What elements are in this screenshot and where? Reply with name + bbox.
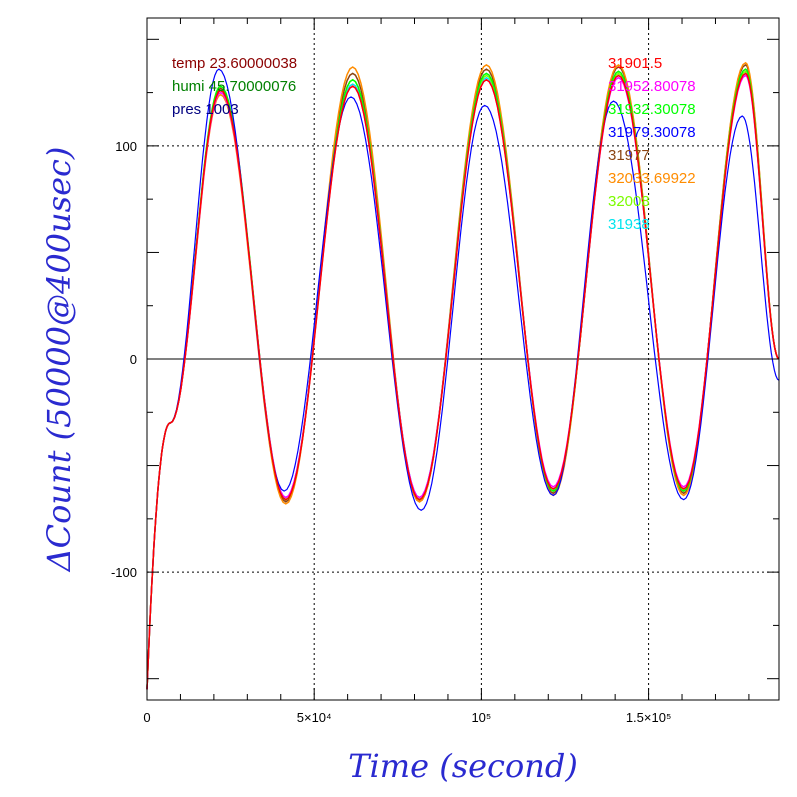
y-tick-label: -100 [111, 565, 137, 580]
series-legend-entry: 32033.69922 [608, 170, 696, 187]
series-legend: 31901.5 31952.80078 31932.30078 31979.30078… [608, 55, 696, 233]
series-line-31979.30078 [146, 68, 780, 690]
ticks: 0 5×10⁴ 10⁵ 1.5×10⁵ -100 0 100 [111, 18, 779, 725]
series-legend-entry: 31952.80078 [608, 78, 696, 95]
y-tick-label: 0 [130, 352, 137, 367]
series-lines [146, 61, 780, 690]
series-line-31977 [146, 63, 780, 690]
series-line-31932.30078 [146, 68, 780, 690]
series-legend-entry: 31932.30078 [608, 101, 696, 118]
series-line-31952.80078 [146, 74, 780, 690]
series-line-31901.5 [146, 72, 780, 690]
series-line-32008 [146, 70, 780, 690]
env-legend-entry: pres 1003 [172, 101, 239, 118]
series-legend-entry: 31979.30078 [608, 124, 696, 141]
env-legend-entry: temp 23.60000038 [172, 55, 297, 72]
y-axis-title: ΔCount (50000@400usec) [40, 147, 78, 574]
x-tick-label: 10⁵ [471, 710, 491, 725]
series-line-32033.69922 [146, 61, 780, 690]
y-tick-label: 100 [115, 139, 137, 154]
x-tick-label: 5×10⁴ [297, 710, 332, 725]
series-legend-entry: 31977 [608, 147, 650, 164]
series-legend-entry: 31938 [608, 216, 650, 233]
env-legend: temp 23.60000038 humi 45.70000076 pres 100… [172, 55, 297, 118]
x-tick-label: 0 [143, 710, 150, 725]
env-legend-entry: humi 45.70000076 [172, 78, 296, 95]
series-legend-entry: 32008 [608, 193, 650, 210]
series-line-31938 [146, 72, 780, 690]
x-axis-title: Time (second) [348, 747, 578, 785]
series-legend-entry: 31901.5 [608, 55, 662, 72]
x-tick-label: 1.5×10⁵ [626, 710, 672, 725]
